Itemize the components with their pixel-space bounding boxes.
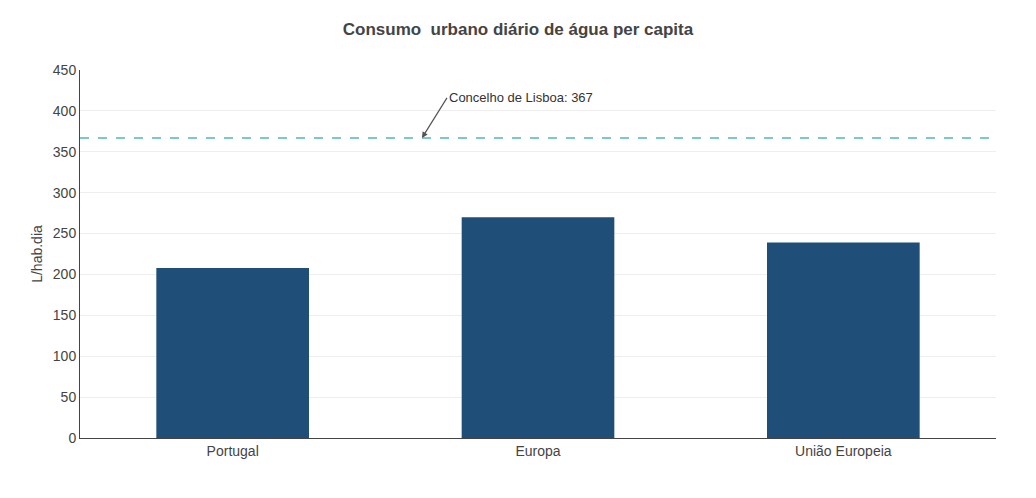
- svg-text:Concelho de Lisboa: 367: Concelho de Lisboa: 367: [449, 90, 593, 105]
- svg-text:450: 450: [53, 62, 77, 78]
- svg-text:100: 100: [53, 348, 77, 364]
- svg-text:400: 400: [53, 103, 77, 119]
- svg-text:200: 200: [53, 266, 77, 282]
- svg-text:50: 50: [61, 389, 77, 405]
- svg-text:União Europeia: União Europeia: [795, 443, 892, 459]
- svg-text:150: 150: [53, 307, 77, 323]
- svg-text:300: 300: [53, 185, 77, 201]
- svg-text:250: 250: [53, 225, 77, 241]
- svg-text:Consumo urbano diário de água: Consumo urbano diário de água per capita: [343, 20, 694, 39]
- svg-text:Europa: Europa: [515, 443, 560, 459]
- svg-text:0: 0: [68, 430, 76, 446]
- svg-text:Portugal: Portugal: [207, 443, 259, 459]
- svg-text:L/hab.dia: L/hab.dia: [29, 225, 45, 283]
- svg-text:350: 350: [53, 144, 77, 160]
